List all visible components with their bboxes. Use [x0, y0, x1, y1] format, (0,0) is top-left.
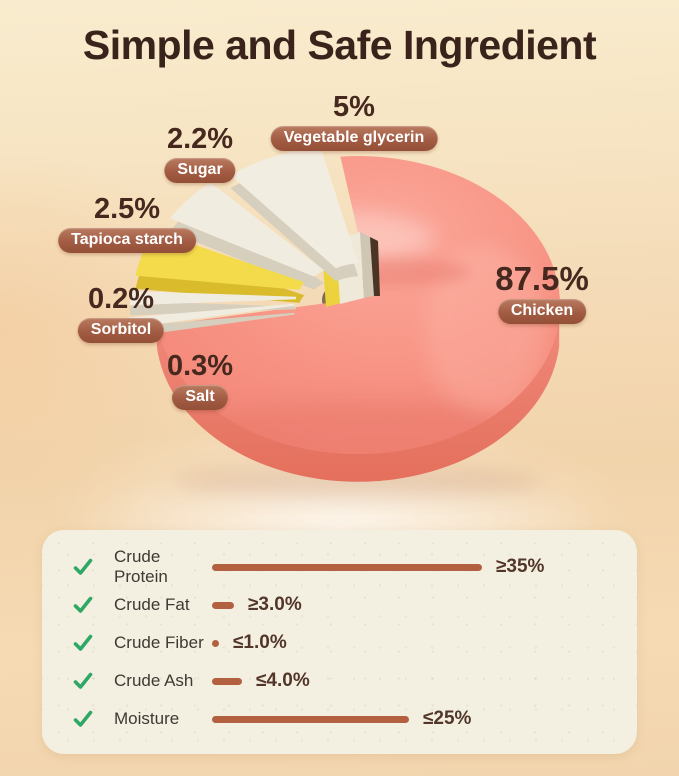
check-icon — [73, 634, 93, 651]
badge-sugar: Sugar — [164, 158, 236, 183]
nutrient-name: Crude Protein — [114, 547, 168, 586]
nutrient-name: Moisture — [114, 709, 180, 728]
pct-salt: 0.3% — [166, 350, 234, 382]
nutrient-bar — [212, 639, 219, 647]
nutrient-value: ≥3.0% — [248, 594, 302, 615]
nutrient-bar — [212, 601, 234, 609]
check-icon — [73, 672, 93, 689]
nutrient-value: ≤25% — [423, 708, 472, 729]
label-sugar: 2.2% Sugar — [164, 123, 236, 183]
label-chicken: 87.5% Chicken — [495, 261, 589, 324]
label-salt: 0.3% Salt — [167, 351, 233, 410]
label-tapioca-starch: 2.5% Tapioca starch — [58, 194, 196, 253]
pct-chicken: 87.5% — [495, 260, 589, 297]
nutrient-bar — [212, 563, 482, 571]
slice-salt — [128, 303, 295, 337]
check-icon — [73, 558, 93, 575]
donut-shadow — [173, 466, 543, 498]
pct-tapioca-starch: 2.5% — [93, 193, 161, 225]
donut-side — [156, 318, 560, 482]
label-vegetable-glycerin: 5% Vegetable glycerin — [270, 91, 438, 151]
slice-sugar — [169, 182, 325, 290]
badge-salt: Salt — [172, 385, 228, 410]
nutrient-name: Crude Fat — [114, 595, 190, 614]
nutrient-bar — [212, 677, 242, 685]
slice-vegetable-glycerin — [230, 146, 359, 282]
nutrition-row-moisture: Moisture ≤25% — [42, 700, 637, 738]
nutrition-row-crude-ash: Crude Ash ≤4.0% — [42, 662, 637, 700]
pct-sugar: 2.2% — [166, 123, 234, 155]
slice-sorbitol — [129, 291, 297, 316]
badge-tapioca-starch: Tapioca starch — [58, 228, 196, 253]
nutrition-row-crude-fiber: Crude Fiber ≤1.0% — [42, 624, 637, 662]
nutrient-name: Crude Fiber — [114, 633, 204, 652]
nutrient-name: Crude Ash — [114, 671, 194, 690]
ingredient-donut-chart — [128, 146, 561, 498]
badge-sorbitol: Sorbitol — [77, 318, 165, 343]
pct-vegetable-glycerin: 5% — [333, 91, 375, 123]
badge-vegetable-glycerin: Vegetable glycerin — [270, 126, 438, 151]
check-icon — [73, 710, 93, 727]
nutrient-value: ≤1.0% — [233, 632, 287, 653]
nutrition-panel: Crude Protein ≥35% Crude Fat ≥3.0% Crude… — [42, 530, 637, 754]
check-icon — [73, 596, 93, 613]
pct-sorbitol: 0.2% — [87, 283, 155, 315]
label-sorbitol: 0.2% Sorbitol — [77, 283, 165, 343]
nutrient-value: ≥35% — [496, 556, 545, 577]
nutrition-row-crude-protein: Crude Protein ≥35% — [42, 547, 637, 586]
nutrient-bar — [212, 715, 409, 723]
nutrition-row-crude-fat: Crude Fat ≥3.0% — [42, 586, 637, 624]
page-title: Simple and Safe Ingredient — [82, 22, 597, 68]
badge-chicken: Chicken — [497, 299, 587, 324]
nutrient-value: ≤4.0% — [256, 670, 310, 691]
